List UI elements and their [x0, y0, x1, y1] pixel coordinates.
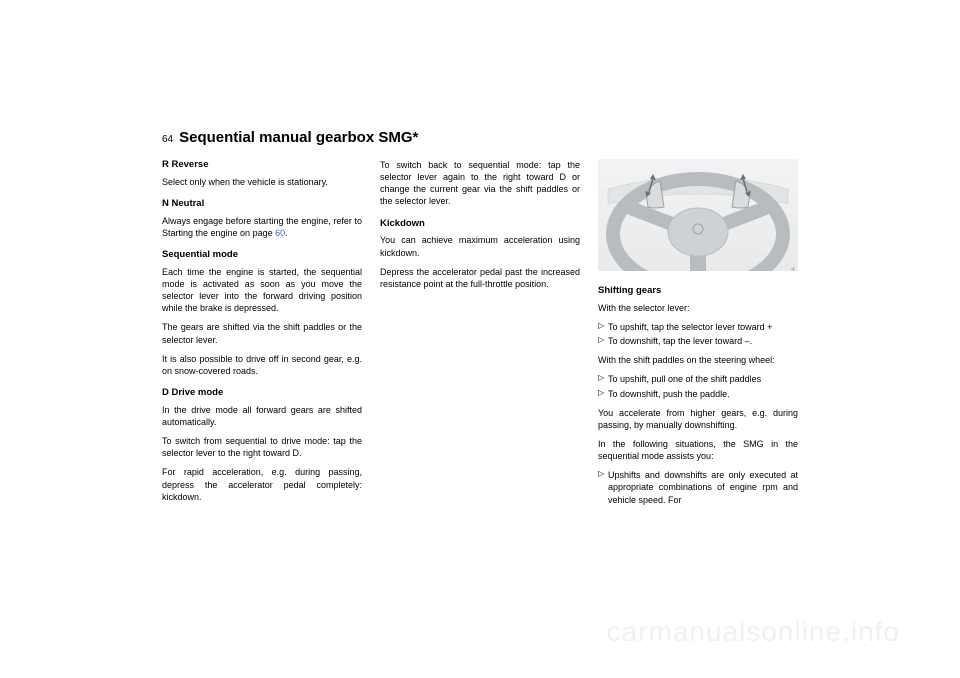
manual-page: 64 Sequential manual gearbox SMG* R Reve… [162, 130, 802, 513]
heading-neutral: N Neutral [162, 198, 362, 211]
para: For rapid acceleration, e.g. during pass… [162, 466, 362, 502]
heading-drive-mode: D Drive mode [162, 387, 362, 400]
bullet-list: To upshift, tap the selector lever towar… [598, 321, 798, 347]
heading-reverse: R Reverse [162, 159, 362, 172]
list-item: Upshifts and downshifts are only execute… [598, 469, 798, 505]
page-link-60[interactable]: 60 [275, 228, 285, 238]
heading-sequential-mode: Sequential mode [162, 249, 362, 262]
para: In the following situations, the SMG in … [598, 438, 798, 462]
column-3: MV0776CMA Shifting gears With the select… [598, 159, 798, 513]
content-columns: R Reverse Select only when the vehicle i… [162, 159, 802, 513]
page-title: Sequential manual gearbox SMG* [179, 130, 418, 145]
para: It is also possible to drive off in seco… [162, 353, 362, 377]
bullet-list: To upshift, pull one of the shift paddle… [598, 373, 798, 399]
list-item: To upshift, pull one of the shift paddle… [598, 373, 798, 385]
steering-wheel-figure: MV0776CMA [598, 159, 798, 271]
para: You accelerate from higher gears, e.g. d… [598, 407, 798, 431]
page-header: 64 Sequential manual gearbox SMG* [162, 130, 802, 145]
para: With the shift paddles on the steering w… [598, 354, 798, 366]
para: Always engage before starting the engine… [162, 215, 362, 239]
para: In the drive mode all forward gears are … [162, 404, 362, 428]
para: To switch back to sequential mode: tap t… [380, 159, 580, 208]
text: Always engage before starting the engine… [162, 216, 362, 238]
para: You can achieve maximum acceleration usi… [380, 234, 580, 258]
list-item: To downshift, push the paddle. [598, 388, 798, 400]
heading-shifting-gears: Shifting gears [598, 285, 798, 298]
list-item: To upshift, tap the selector lever towar… [598, 321, 798, 333]
page-number: 64 [162, 135, 173, 145]
para: Each time the engine is started, the seq… [162, 266, 362, 315]
bullet-list: Upshifts and downshifts are only execute… [598, 469, 798, 505]
para: With the selector lever: [598, 302, 798, 314]
text: . [285, 228, 288, 238]
para: To switch from sequential to drive mode:… [162, 435, 362, 459]
steering-wheel-icon: MV0776CMA [598, 159, 798, 271]
heading-kickdown: Kickdown [380, 218, 580, 231]
list-item: To downshift, tap the lever toward –. [598, 335, 798, 347]
para: Select only when the vehicle is stationa… [162, 176, 362, 188]
para: The gears are shifted via the shift padd… [162, 321, 362, 345]
figure-label: MV0776CMA [791, 266, 797, 271]
watermark: carmanualsonline.info [607, 616, 900, 648]
column-2: To switch back to sequential mode: tap t… [380, 159, 580, 513]
para: Depress the accelerator pedal past the i… [380, 266, 580, 290]
column-1: R Reverse Select only when the vehicle i… [162, 159, 362, 513]
